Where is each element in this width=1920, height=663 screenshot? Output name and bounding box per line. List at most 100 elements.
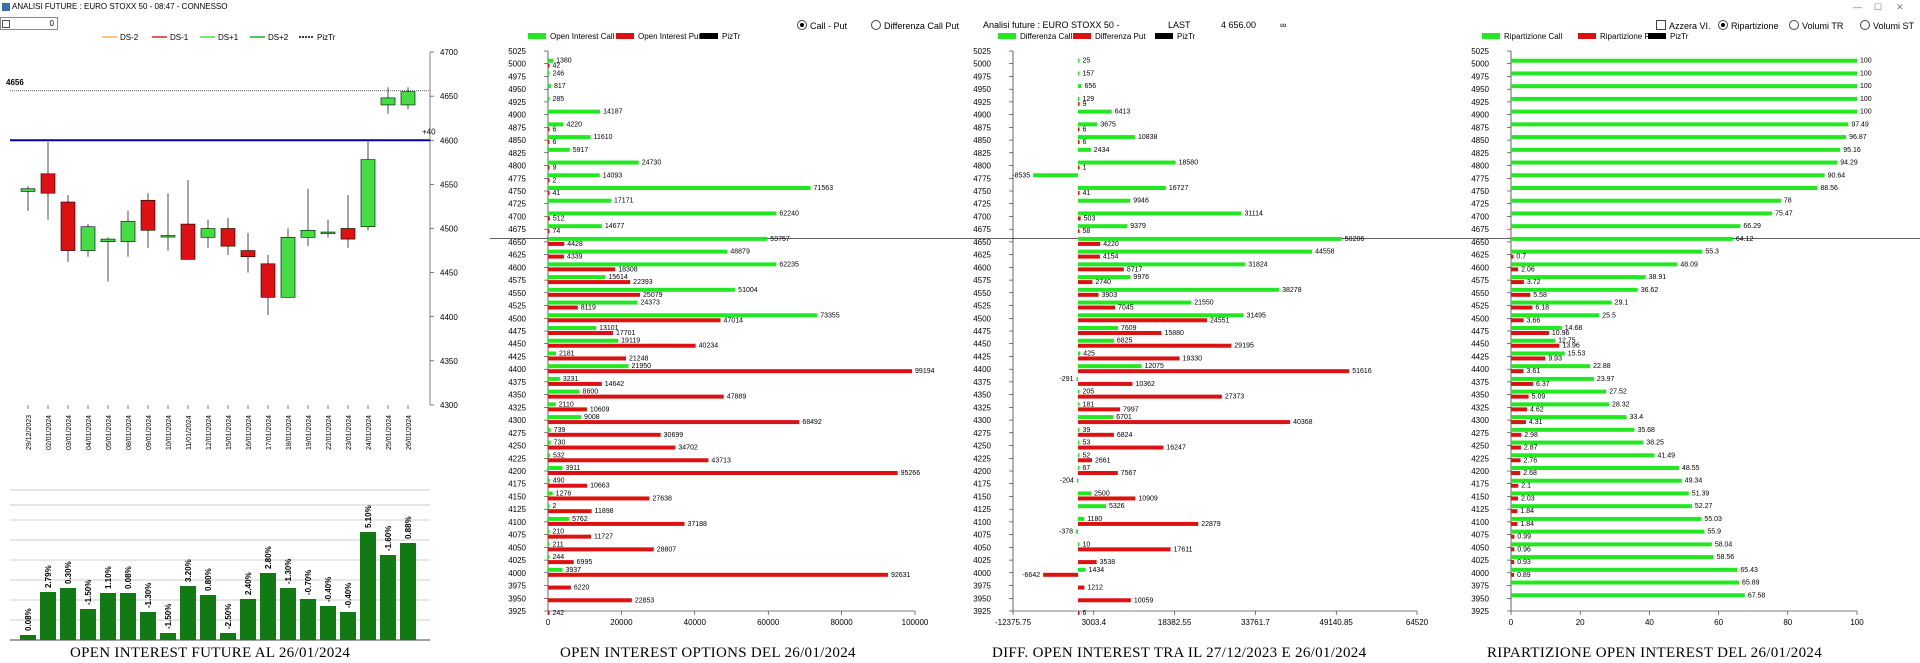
ref-line-label: +40 (422, 127, 436, 136)
call-label-4900: 14187 (603, 109, 623, 116)
call-bar-4700 (548, 211, 777, 216)
put-bar-4400 (548, 369, 913, 374)
x-tick-label-11: 16/01/2024 (246, 415, 253, 450)
y-tick-label-9: 4800 (973, 162, 991, 171)
legend-swatch-2 (700, 33, 718, 39)
put-label-4100: 37188 (687, 521, 707, 528)
put-bar-4675 (548, 229, 550, 234)
call-label-4050: 10 (1083, 541, 1091, 548)
radio-volumi-tr[interactable]: Volumi TR (1789, 20, 1843, 31)
candle-4 (100, 238, 116, 243)
call-label-4700: 31114 (1244, 210, 1263, 217)
call-bar-4875 (1511, 122, 1849, 127)
x-tick-label-14: 19/01/2024 (306, 415, 313, 450)
y-tick-label-43: 3950 (508, 594, 526, 603)
put-bar-4175 (1511, 483, 1519, 488)
call-bar-4875 (548, 122, 564, 127)
call-bar-4225 (1078, 453, 1080, 458)
put-bar-4525 (1511, 305, 1533, 310)
put-bar-4575 (1511, 280, 1524, 285)
put-label-4600: 18308 (618, 266, 638, 273)
y-tick-label-1: 4350 (440, 357, 458, 366)
put-bar-4800 (548, 165, 550, 170)
value-spinner[interactable]: 0 (0, 17, 58, 30)
call-bar-4475 (548, 326, 597, 330)
call-label-4375: 23.97 (1597, 376, 1615, 383)
put-bar-4325 (1078, 407, 1121, 412)
call-label-4200: 67 (1083, 465, 1091, 472)
y-tick-label-42: 3975 (1471, 582, 1489, 591)
put-bar-4300 (548, 420, 800, 425)
call-label-4600: 48.09 (1680, 261, 1698, 268)
put-label-3950: 10059 (1134, 597, 1154, 604)
put-label-4150: 2.03 (1521, 495, 1535, 502)
put-label-4100: 22879 (1201, 521, 1221, 528)
put-label-4700: 512 (553, 215, 565, 222)
put-bar-4000 (1511, 572, 1515, 577)
vol-bar-8 (180, 586, 196, 640)
call-bar-4500 (1078, 313, 1244, 318)
y-tick-label-29: 4300 (973, 416, 991, 425)
radio-ripartizione-label: Ripartizione (1731, 21, 1779, 31)
put-bar-4350 (1078, 394, 1222, 399)
y-tick-label-25: 4400 (973, 365, 991, 374)
y-tick-label-34: 4175 (508, 480, 526, 489)
azzera-checkbox[interactable]: Azzera VI. (1656, 20, 1711, 31)
radio-volumi-st-dot[interactable] (1860, 20, 1870, 30)
call-label-4250: 730 (554, 440, 566, 447)
maximize-icon[interactable]: ☐ (1874, 2, 1883, 12)
put-label-4125: 11898 (595, 508, 614, 515)
call-bar-4650 (1078, 236, 1342, 241)
x-tick-label-1: 3003.4 (1082, 618, 1107, 627)
y-tick-label-44: 3925 (508, 607, 526, 616)
y-tick-label-37: 4100 (1471, 518, 1489, 527)
put-label-4000: 92631 (891, 572, 911, 579)
call-bar-4425 (548, 351, 557, 356)
radio-differenza-dot[interactable] (871, 20, 881, 30)
x-tick-label-0: -12375.75 (995, 618, 1032, 627)
radio-differenza[interactable]: Differenza Call Put (871, 20, 959, 31)
y-tick-label-33: 4200 (1471, 467, 1489, 476)
y-tick-label-4: 4925 (1471, 98, 1489, 107)
spinner-checkbox[interactable] (2, 20, 10, 28)
y-tick-label-28: 4325 (973, 403, 991, 412)
put-bar-4150 (1078, 496, 1136, 501)
call-label-4775: 14093 (603, 172, 623, 179)
call-bar-4275 (548, 427, 551, 432)
y-tick-label-41: 4000 (1471, 569, 1489, 578)
radio-ripartizione[interactable]: Ripartizione (1718, 20, 1779, 31)
radio-call-put-dot[interactable] (797, 20, 807, 30)
legend-label-0: DS-2 (120, 33, 139, 42)
call-label-4000: 1434 (1089, 567, 1105, 574)
put-label-4850: 6 (1083, 139, 1087, 146)
y-tick-label-1: 5000 (508, 60, 526, 69)
call-label-4525: 24373 (640, 300, 660, 307)
candle-16 (340, 228, 356, 240)
y-tick-label-5: 4900 (1471, 111, 1489, 120)
radio-volumi-st[interactable]: Volumi ST (1860, 20, 1914, 31)
call-label-3975: 65.89 (1742, 580, 1760, 587)
put-label-4675: 74 (553, 228, 561, 235)
call-label-4350: 8600 (583, 389, 599, 396)
call-bar-4625 (1511, 249, 1703, 254)
put-bar-4375 (548, 381, 602, 386)
radio-call-put[interactable]: Call - Put (797, 20, 847, 31)
y-tick-label-6: 4875 (973, 123, 991, 132)
y-tick-label-28: 4325 (1471, 403, 1489, 412)
put-bar-4375 (1511, 381, 1534, 386)
azzera-box[interactable] (1656, 20, 1666, 30)
put-bar-4650 (548, 241, 565, 246)
vol-bar-19 (400, 543, 416, 640)
call-bar-4825 (1511, 147, 1841, 152)
radio-ripartizione-dot[interactable] (1718, 20, 1728, 30)
call-label-4075: 210 (553, 529, 565, 536)
call-bar-4200 (1078, 466, 1080, 470)
y-tick-label-39: 4050 (1471, 543, 1489, 552)
put-label-4450: 29195 (1234, 343, 1254, 350)
put-label-4875: 6 (553, 126, 557, 133)
radio-volumi-tr-dot[interactable] (1789, 20, 1799, 30)
close-icon[interactable]: ✕ (1896, 2, 1904, 12)
y-tick-label-20: 4525 (1471, 302, 1489, 311)
y-tick-label-34: 4175 (1471, 480, 1489, 489)
minimize-icon[interactable]: — (1853, 2, 1862, 12)
